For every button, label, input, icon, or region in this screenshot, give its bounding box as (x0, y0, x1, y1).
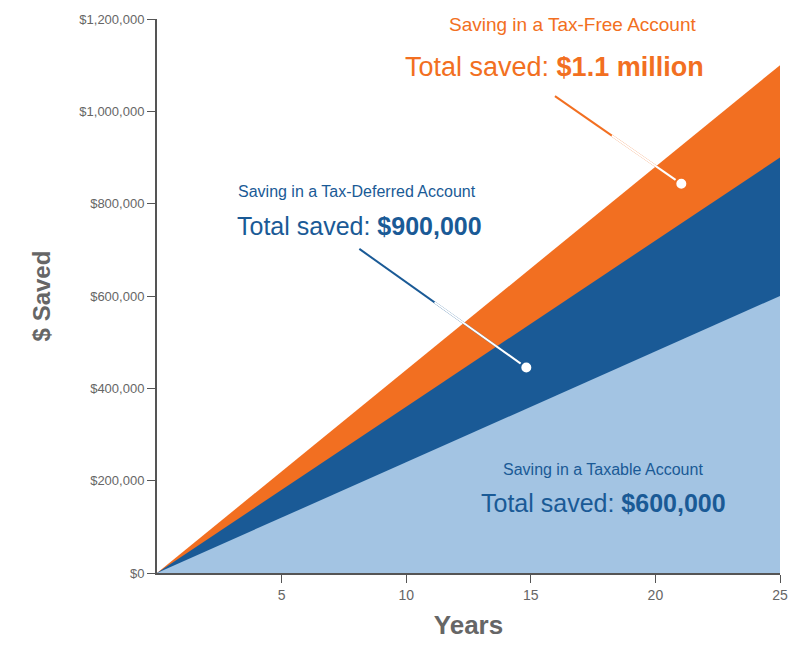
svg-text:Total saved: $600,000: Total saved: $600,000 (481, 489, 726, 517)
svg-text:10: 10 (398, 587, 414, 603)
svg-text:Total saved: $900,000: Total saved: $900,000 (237, 212, 482, 240)
svg-text:Saving in a Tax-Deferred Accou: Saving in a Tax-Deferred Account (238, 183, 476, 200)
svg-text:$1,000,000: $1,000,000 (79, 104, 144, 119)
svg-text:20: 20 (648, 587, 664, 603)
svg-text:$600,000: $600,000 (90, 289, 144, 304)
svg-text:$1,200,000: $1,200,000 (79, 12, 144, 27)
svg-text:$200,000: $200,000 (90, 473, 144, 488)
svg-text:$800,000: $800,000 (90, 196, 144, 211)
svg-text:15: 15 (523, 587, 539, 603)
svg-text:Years: Years (434, 610, 503, 640)
svg-text:$0: $0 (130, 566, 144, 581)
svg-text:25: 25 (772, 587, 788, 603)
svg-text:$400,000: $400,000 (90, 381, 144, 396)
svg-text:Saving in a Tax-Free Account: Saving in a Tax-Free Account (449, 14, 697, 35)
svg-text:5: 5 (278, 587, 286, 603)
svg-text:$ Saved: $ Saved (28, 251, 55, 342)
svg-text:Total saved: $1.1 million: Total saved: $1.1 million (405, 52, 704, 82)
svg-text:Saving in a Taxable Account: Saving in a Taxable Account (503, 461, 703, 478)
